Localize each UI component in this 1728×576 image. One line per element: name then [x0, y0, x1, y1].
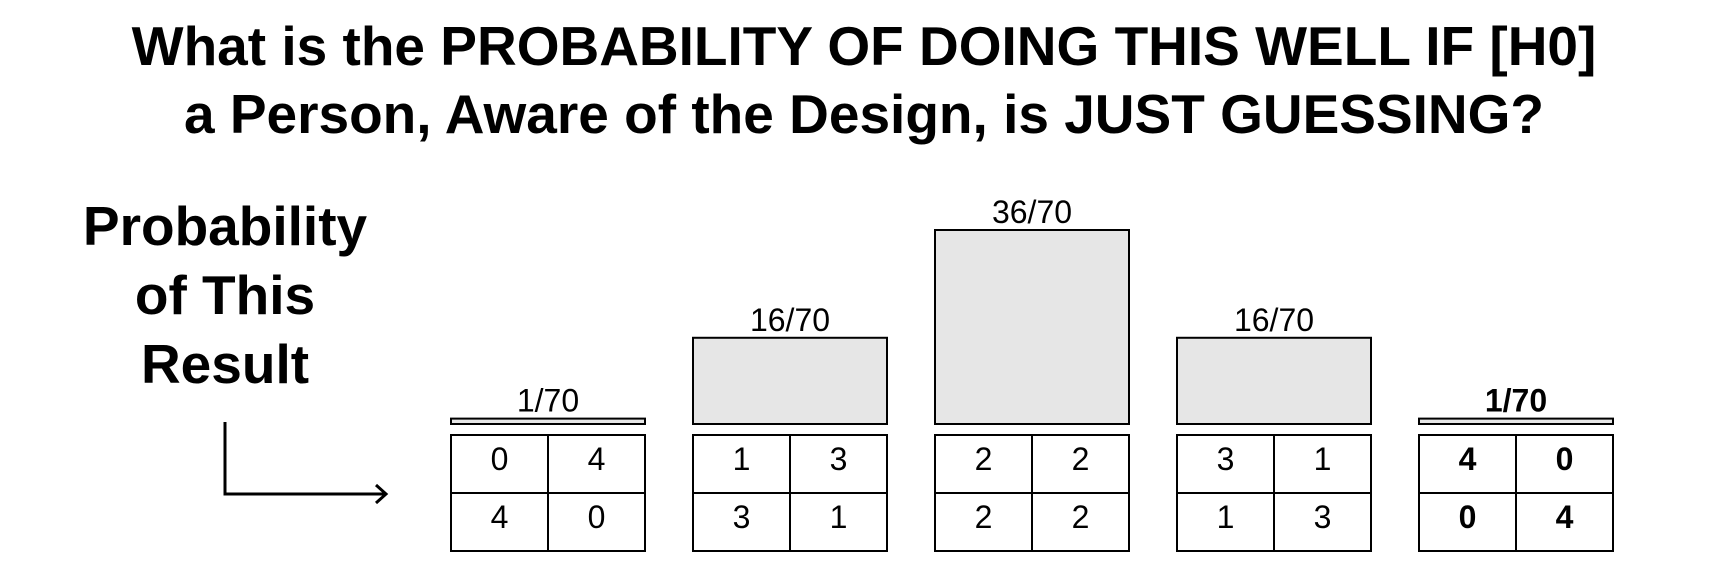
table-cell	[692, 492, 791, 552]
y-axis-label-line-3: Result	[140, 333, 310, 395]
outcome-table-3: 2 2 2 2	[934, 434, 1130, 552]
table-cell-value: 1	[1314, 441, 1332, 477]
title-line-1: What is the PROBABILITY OF DOING THIS WE…	[131, 15, 1597, 77]
table-cell-value: 2	[1072, 499, 1090, 535]
table-cell-value: 0	[1459, 499, 1477, 535]
table-cell-value: 1	[1217, 499, 1235, 535]
pointer-arrow	[223, 422, 389, 505]
table-cell	[789, 492, 888, 552]
table-cell	[1273, 492, 1372, 552]
table-cell	[1418, 434, 1517, 494]
table-cell	[547, 434, 646, 494]
table-cell-value: 3	[733, 499, 751, 535]
bar-value-label-3: 36/70	[992, 194, 1072, 230]
bars-layer: 1/700 44 016/701 33 136/702 22 216/703 11 31/704…	[450, 194, 1614, 552]
table-cell	[1515, 434, 1614, 494]
y-axis-label: Probability of This Result	[60, 192, 390, 399]
bar-value-label-2: 16/70	[750, 302, 830, 338]
table-cell-value: 0	[1556, 441, 1574, 477]
table-cell	[1515, 492, 1614, 552]
table-cell-value: 1	[830, 499, 848, 535]
table-cell-value: 2	[975, 441, 993, 477]
table-cell-value: 0	[491, 441, 509, 477]
outcome-table-5: 4 0 0 4	[1418, 434, 1614, 552]
table-cell	[450, 434, 549, 494]
table-cell-value: 3	[1314, 499, 1332, 535]
table-cell-value: 2	[1072, 441, 1090, 477]
chart-title: What is the PROBABILITY OF DOING THIS WE…	[0, 12, 1728, 148]
outcome-table-2: 1 3 3 1	[692, 434, 888, 552]
table-cell-value: 4	[588, 441, 606, 477]
table-cell	[1031, 492, 1130, 552]
table-cell	[1273, 434, 1372, 494]
table-cell	[450, 492, 549, 552]
table-cell-value: 4	[1459, 441, 1477, 477]
bar-1	[450, 417, 646, 426]
table-cell	[1418, 492, 1517, 552]
bar-value-label-1: 1/70	[517, 383, 579, 419]
y-axis-label-line-1: Probability	[82, 195, 368, 257]
bar-4	[1176, 336, 1372, 425]
title-line-2: a Person, Aware of the Design, is JUST G…	[183, 83, 1545, 145]
table-cell-value: 3	[830, 441, 848, 477]
table-cell	[1031, 434, 1130, 494]
outcome-table-4: 3 1 1 3	[1176, 434, 1372, 552]
bar-2	[692, 336, 888, 425]
table-cell-value: 4	[491, 499, 509, 535]
table-cell-value: 0	[588, 499, 606, 535]
bar-5	[1418, 417, 1614, 426]
bar-3	[934, 229, 1130, 425]
table-cell	[934, 434, 1033, 494]
bar-value-label-4: 16/70	[1234, 302, 1314, 338]
table-cell	[547, 492, 646, 552]
outcome-table-1: 0 4 4 0	[450, 434, 646, 552]
table-cell-value: 1	[733, 441, 751, 477]
bar-value-label-5: 1/70	[1485, 383, 1547, 419]
table-cell-value: 4	[1556, 499, 1574, 535]
table-cell-value: 3	[1217, 441, 1235, 477]
y-axis-label-line-2: of This	[134, 264, 316, 326]
table-cell-value: 2	[975, 499, 993, 535]
table-cell	[934, 492, 1033, 552]
